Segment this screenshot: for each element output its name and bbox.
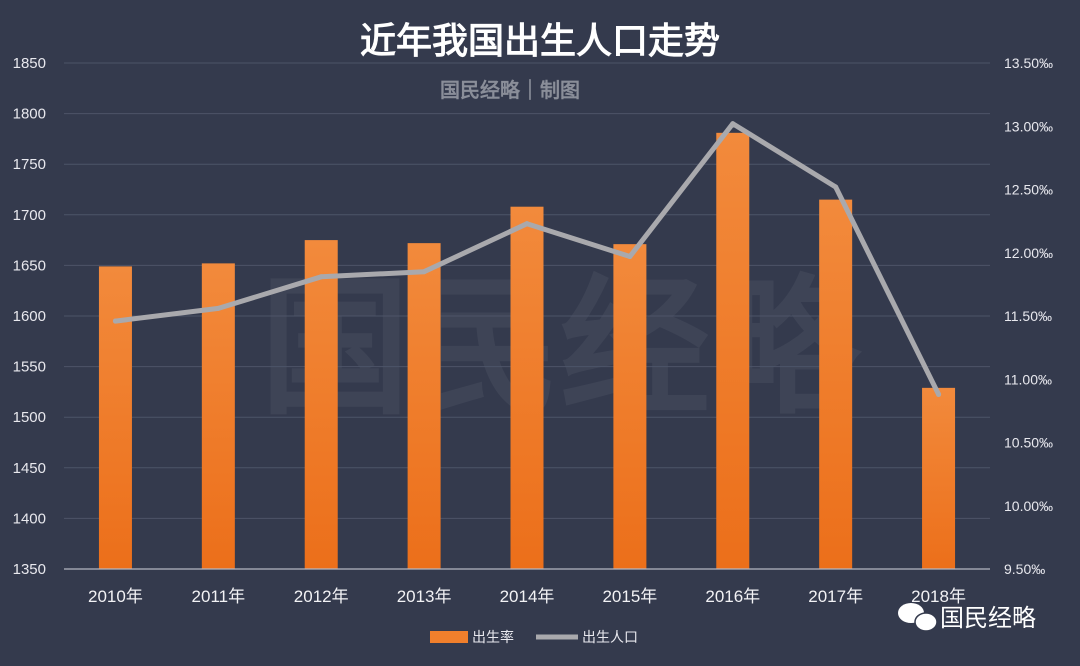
x-tick-label: 2013年 — [397, 587, 452, 606]
line-point — [318, 274, 324, 280]
line-point — [936, 391, 942, 397]
y-left-tick-label: 1500 — [13, 409, 46, 426]
y-left-tick-label: 1600 — [13, 308, 46, 325]
y-right-tick-label: 13.00‰ — [1004, 118, 1053, 134]
y-right-tick-label: 12.00‰ — [1004, 245, 1053, 261]
legend-label-line: 出生人口 — [582, 630, 638, 646]
bar — [201, 263, 235, 569]
watermark-text: 国民经略 — [260, 262, 863, 436]
legend-swatch-bar — [430, 631, 468, 643]
brand-badge: 国民经略 — [898, 603, 1036, 632]
birth-line-series — [112, 121, 942, 397]
legend-label-bar: 出生率 — [472, 629, 514, 646]
y-left-tick-label: 1850 — [13, 55, 46, 72]
y-right-tick-label: 9.50‰ — [1004, 561, 1045, 577]
bars — [98, 132, 956, 570]
bar — [304, 240, 338, 569]
x-tick-label: 2014年 — [500, 587, 555, 606]
line-point — [524, 221, 530, 227]
bar — [922, 387, 956, 569]
y-left-tick-label: 1750 — [13, 156, 46, 173]
bar — [510, 206, 544, 570]
x-tick-label: 2010年 — [88, 587, 143, 606]
y-right-tick-label: 13.50‰ — [1004, 55, 1053, 71]
chart-title: 近年我国出生人口走势 — [360, 21, 720, 62]
x-tick-label: 2016年 — [705, 587, 760, 606]
wechat-icon-bubble — [914, 612, 938, 632]
y-right-tick-label: 10.00‰ — [1004, 498, 1053, 514]
y-right-tick-label: 10.50‰ — [1004, 435, 1053, 451]
axes: 1350 1400 1450 1500 1550 1600 1650 1700 1750 1800… — [13, 55, 1053, 606]
line-point — [833, 184, 839, 190]
x-tick-label: 2018年 — [911, 587, 966, 606]
x-tick-label: 2011年 — [192, 587, 246, 606]
chart-subtitle: 国民经略｜制图 — [440, 78, 580, 102]
y-left-tick-label: 1650 — [13, 257, 46, 274]
x-tick-label: 2012年 — [294, 587, 349, 606]
line-point — [627, 254, 633, 260]
line-point — [421, 269, 427, 275]
bar — [613, 244, 647, 569]
bar — [819, 199, 853, 569]
y-left-tick-label: 1700 — [13, 207, 46, 224]
y-right-tick-label: 11.50‰ — [1004, 308, 1052, 324]
y-left-tick-label: 1550 — [13, 359, 46, 376]
bar — [98, 266, 132, 569]
bar — [407, 243, 441, 570]
legend: 出生率 出生人口 — [430, 629, 638, 646]
bar — [716, 132, 750, 569]
line-point — [215, 305, 221, 311]
y-left-tick-label: 1400 — [13, 510, 46, 527]
x-tick-label: 2017年 — [808, 587, 863, 606]
y-left-tick-label: 1450 — [13, 460, 46, 477]
line-point — [112, 318, 118, 324]
x-tick-label: 2015年 — [602, 587, 657, 606]
y-left-tick-label: 1800 — [13, 106, 46, 123]
line-point — [730, 121, 736, 127]
y-right-tick-label: 11.00‰ — [1004, 371, 1052, 387]
brand-name: 国民经略 — [940, 604, 1036, 632]
y-left-tick-label: 1350 — [13, 561, 46, 578]
y-right-tick-label: 12.50‰ — [1004, 182, 1053, 198]
